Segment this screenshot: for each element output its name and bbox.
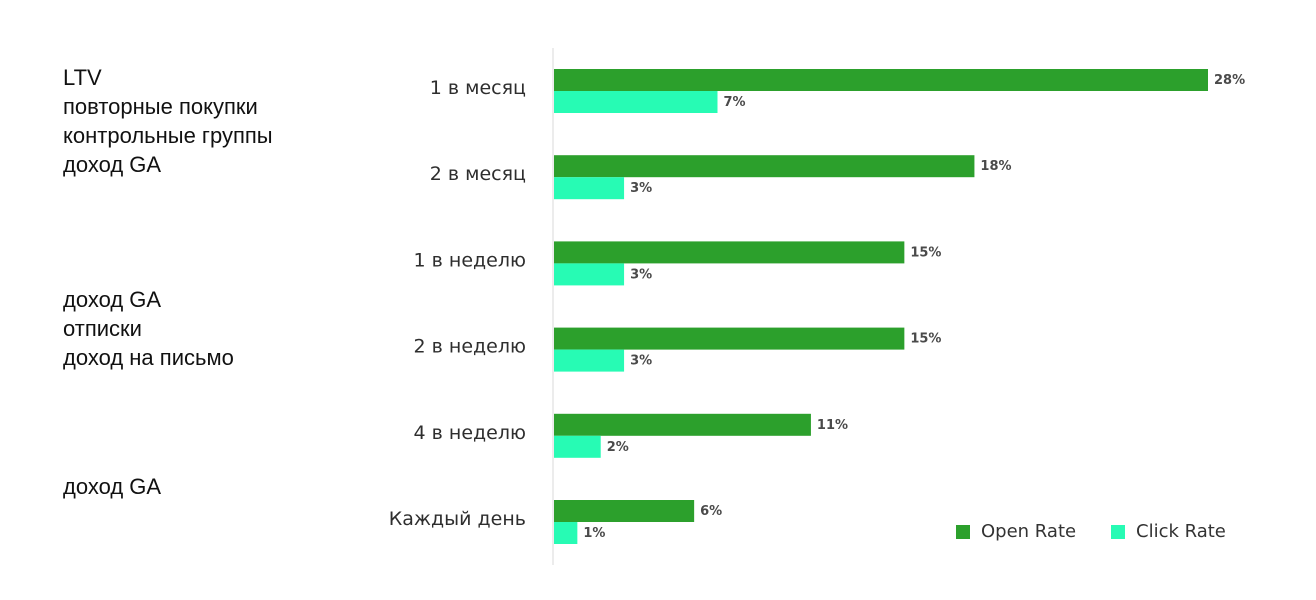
note-line: доход GA <box>63 287 162 312</box>
category-label: Каждый день <box>389 508 526 530</box>
note-line: доход GA <box>63 474 162 499</box>
data-label: 15% <box>910 332 941 347</box>
category-label: 1 в месяц <box>430 77 526 99</box>
data-label: 2% <box>607 440 629 455</box>
data-label: 7% <box>724 95 746 110</box>
note-line: доход GA <box>63 152 162 177</box>
click-rate-bar <box>554 349 625 372</box>
data-label: 6% <box>700 504 722 519</box>
data-label: 3% <box>630 181 652 196</box>
note-line: LTV <box>63 65 102 90</box>
legend-swatch-open-rate <box>956 525 970 539</box>
click-rate-bar <box>554 263 625 286</box>
open-rate-bar <box>554 500 695 522</box>
legend-label: Click Rate <box>1136 521 1226 542</box>
category-label: 4 в неделю <box>414 422 526 444</box>
note-group-1: LTV повторные покупки контрольные группы… <box>63 63 273 179</box>
note-line: контрольные группы <box>63 123 273 148</box>
data-label: 1% <box>583 526 605 541</box>
category-label: 1 в неделю <box>414 249 526 271</box>
legend-label: Open Rate <box>981 521 1076 542</box>
data-label: 11% <box>817 418 848 433</box>
note-line: отписки <box>63 316 142 341</box>
data-label: 3% <box>630 354 652 369</box>
open-rate-bar <box>554 155 975 178</box>
note-group-2: доход GA отписки доход на письмо <box>63 285 234 372</box>
click-rate-bar <box>554 435 601 458</box>
category-label: 2 в месяц <box>430 163 526 185</box>
note-line: повторные покупки <box>63 94 258 119</box>
notes-panel: LTV повторные покупки контрольные группы… <box>63 0 363 600</box>
labels-layer: 1 в месяц 28% 7% 2 в месяц 18% 3% 1 в неделю 15… <box>389 73 1245 541</box>
data-label: 18% <box>980 159 1011 174</box>
data-label: 3% <box>630 267 652 282</box>
click-rate-bar <box>554 91 718 113</box>
data-label: 15% <box>910 245 941 260</box>
click-rate-bar <box>554 177 625 200</box>
note-group-3: доход GA <box>63 472 161 501</box>
legend: Open Rate Click Rate <box>956 521 1226 542</box>
open-rate-bar <box>554 327 905 350</box>
open-rate-bar <box>554 69 1208 91</box>
data-label: 28% <box>1214 73 1245 88</box>
click-rate-bar <box>554 522 578 544</box>
open-rate-bar <box>554 241 905 264</box>
note-line: доход на письмо <box>63 345 234 370</box>
legend-swatch-click-rate <box>1111 525 1125 539</box>
bars-layer <box>554 69 1208 544</box>
category-label: 2 в неделю <box>414 336 526 358</box>
open-rate-bar <box>554 413 811 436</box>
